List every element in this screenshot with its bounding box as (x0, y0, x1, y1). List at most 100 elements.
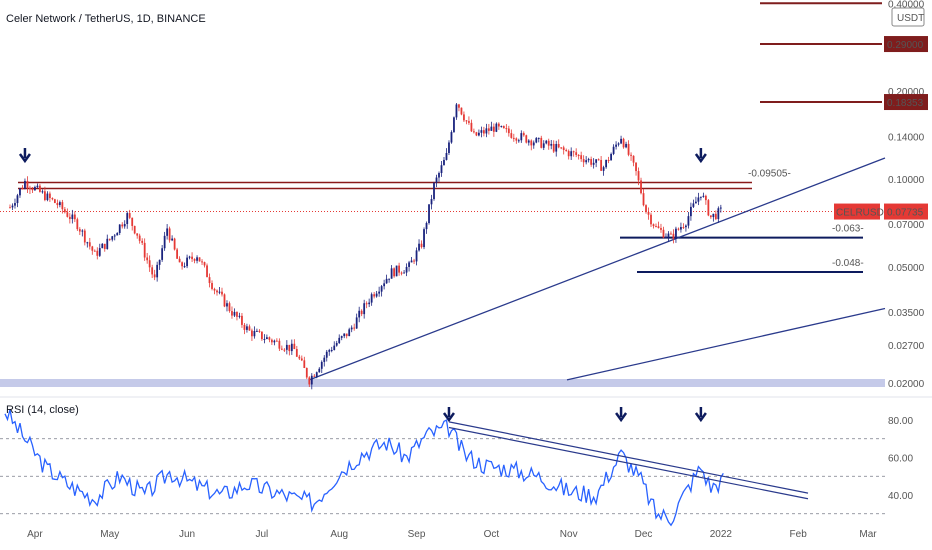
candle-body (151, 267, 154, 275)
candle-body (612, 146, 615, 154)
candle-body (66, 212, 69, 217)
price-arrow-icon (18, 148, 31, 164)
candle-body (121, 224, 124, 227)
candle-body (325, 351, 328, 358)
price-arrow-icon (694, 148, 707, 164)
candle-body (692, 203, 695, 207)
candle-body (315, 372, 318, 377)
candle-body (690, 206, 692, 217)
candle-body (662, 229, 665, 238)
candle-body (680, 227, 682, 230)
rsi-trendline (448, 421, 809, 494)
candle-body (565, 150, 568, 152)
candle-body (418, 243, 420, 251)
candle-body (275, 340, 278, 342)
candle-body (704, 195, 707, 201)
symbol-tag (834, 203, 880, 220)
arrow-head (18, 153, 31, 164)
candle-body (308, 377, 311, 385)
level-tag (884, 36, 928, 53)
candle-body (650, 214, 652, 225)
candle-body (707, 200, 710, 216)
currency-box (891, 7, 925, 27)
candle-body (597, 159, 600, 161)
candle-body (403, 272, 405, 274)
candle-body (88, 242, 91, 247)
candle-body (600, 159, 603, 171)
rsi-arrow-icon (694, 407, 707, 423)
candle-body (103, 243, 106, 249)
candle-body (81, 230, 84, 232)
candle-body (171, 238, 174, 241)
time-tick-label: Jun (179, 529, 195, 540)
candle-body (29, 188, 31, 190)
candle-body (48, 193, 51, 199)
candle-body (463, 114, 465, 121)
candle-body (487, 128, 490, 131)
candle-body (236, 311, 238, 317)
candle-body (61, 202, 64, 210)
price-tick-label: 0.05000 (888, 263, 925, 274)
candle-body (428, 204, 430, 224)
candle-body (587, 159, 590, 161)
candle-body (657, 226, 660, 229)
candle-body (178, 258, 181, 263)
candle-body (16, 195, 19, 204)
candle-body (577, 154, 580, 156)
candle-body (448, 142, 450, 154)
candle-body (211, 283, 213, 289)
candle-body (290, 343, 293, 352)
candle-body (76, 219, 79, 230)
time-tick-label: 2022 (710, 529, 733, 540)
rsi-tick-label: 40.00 (888, 491, 913, 502)
candle-body (295, 349, 298, 357)
candle-body (116, 232, 119, 236)
candle-body (248, 326, 251, 331)
candle-body (141, 240, 144, 243)
candle-body (181, 262, 183, 267)
candle-body (610, 153, 612, 161)
candle-body (400, 272, 403, 274)
candle-body (51, 198, 54, 200)
candle-body (265, 337, 268, 339)
candle-body (645, 205, 647, 213)
candle-body (694, 201, 697, 204)
candle-body (310, 375, 313, 385)
candle-body (93, 250, 96, 252)
candle-body (455, 104, 458, 118)
candle-body (34, 187, 36, 191)
level-tag (884, 94, 928, 111)
candle-body (625, 143, 627, 148)
candle-body (258, 330, 261, 332)
candle-body (435, 177, 438, 183)
candle-body (370, 294, 373, 303)
candle-body (196, 257, 198, 261)
candle-body (557, 143, 560, 148)
candle-body (193, 259, 196, 261)
candle-body (388, 278, 391, 280)
candle-body (161, 248, 164, 260)
candle-body (635, 162, 637, 172)
candle-body (131, 217, 134, 226)
candle-body (91, 246, 94, 251)
candle-body (547, 140, 550, 146)
candle-body (595, 159, 598, 163)
arrow-head (694, 153, 707, 164)
candle-body (241, 315, 243, 325)
candle-body (580, 155, 583, 160)
candle-body (438, 173, 440, 178)
candle-body (26, 180, 29, 189)
trendlines (309, 157, 886, 381)
candle-body (126, 213, 129, 224)
candle-body (630, 154, 632, 156)
candle-body (360, 310, 363, 315)
rsi-title: RSI (14, close) (6, 404, 79, 416)
candle-body (450, 132, 453, 143)
candle-body (313, 375, 316, 377)
candle-body (246, 326, 248, 330)
candle-body (550, 143, 553, 146)
price-tick-label: 0.14000 (888, 132, 925, 143)
candle-body (106, 238, 109, 249)
